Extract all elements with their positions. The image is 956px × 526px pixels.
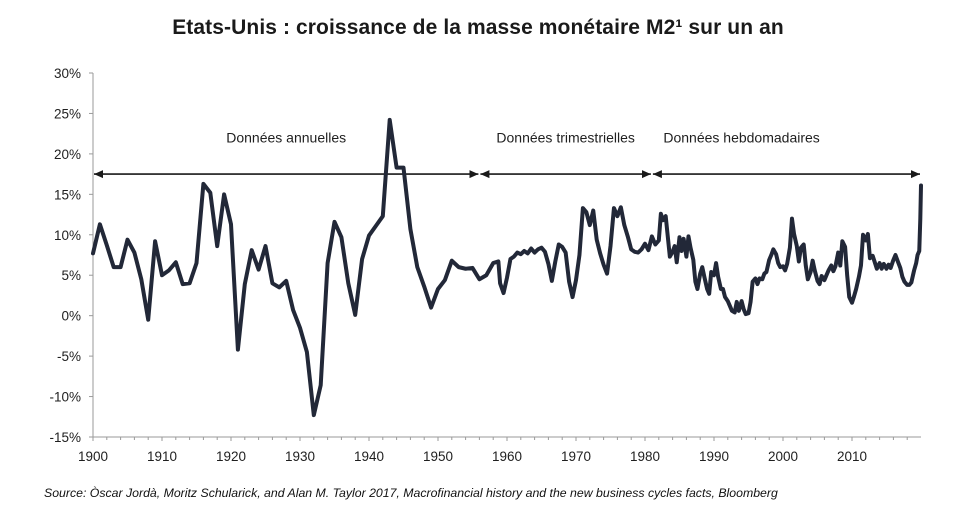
source-note: Source: Òscar Jordà, Moritz Schularick, …	[44, 486, 778, 500]
x-tick-label: 1930	[285, 449, 315, 464]
y-tick-label: 20%	[54, 147, 81, 162]
y-tick-label: 5%	[61, 268, 81, 283]
x-tick-label: 1990	[699, 449, 729, 464]
m2-growth-line	[91, 117, 923, 418]
period-label: Données hebdomadaires	[663, 130, 819, 146]
y-tick-label: -15%	[49, 430, 81, 445]
chart-title: Etats-Unis : croissance de la masse moné…	[172, 16, 784, 39]
y-tick-label: 30%	[54, 66, 81, 81]
x-tick-label: 1980	[630, 449, 660, 464]
x-tick-label: 1920	[216, 449, 246, 464]
y-tick-label: 15%	[54, 187, 81, 202]
annotations: Données annuelles Données trimestrielles D…	[226, 130, 820, 146]
y-tick-label: 10%	[54, 228, 81, 243]
axis-layer: -15% -10% -5% 0% 5% 10% 15% 20% 25% 30% 1900 1910 19…	[49, 66, 921, 464]
y-tick-label: 0%	[61, 309, 81, 324]
series-layer	[91, 117, 923, 418]
x-tick-label: 1950	[423, 449, 453, 464]
y-tick-label: 25%	[54, 106, 81, 121]
period-label: Données annuelles	[226, 130, 346, 146]
y-tick-label: -10%	[49, 390, 81, 405]
period-label: Données trimestrielles	[496, 130, 635, 146]
x-tick-label: 1900	[78, 449, 108, 464]
x-tick-label: 1910	[147, 449, 177, 464]
x-tick-label: 1940	[354, 449, 384, 464]
x-tick-label: 1970	[561, 449, 591, 464]
x-tick-label: 2010	[837, 449, 867, 464]
y-tick-label: -5%	[57, 349, 81, 364]
x-tick-label: 1960	[492, 449, 522, 464]
x-tick-label: 2000	[768, 449, 798, 464]
